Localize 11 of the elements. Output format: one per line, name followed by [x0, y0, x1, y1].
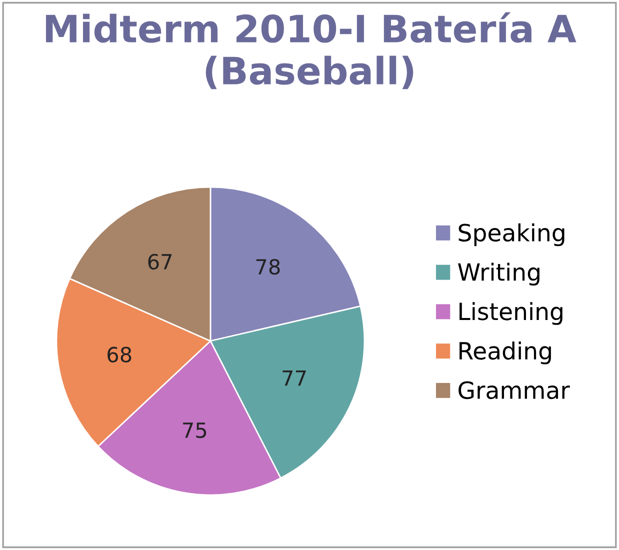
legend-label: Listening	[460, 302, 562, 325]
legend-label: Reading	[460, 341, 551, 364]
data-label: 77	[282, 370, 306, 386]
legend-label: Grammar	[458, 381, 570, 400]
data-label: 78	[256, 258, 280, 275]
data-label: 68	[108, 346, 132, 362]
chart-title: Midterm 2010-I Batería A (Baseball)	[46, 12, 576, 90]
data-label: 67	[148, 254, 172, 270]
legend-label: Writing	[458, 262, 540, 286]
data-label: 75	[183, 422, 206, 438]
legend-label: Speaking	[458, 223, 564, 246]
